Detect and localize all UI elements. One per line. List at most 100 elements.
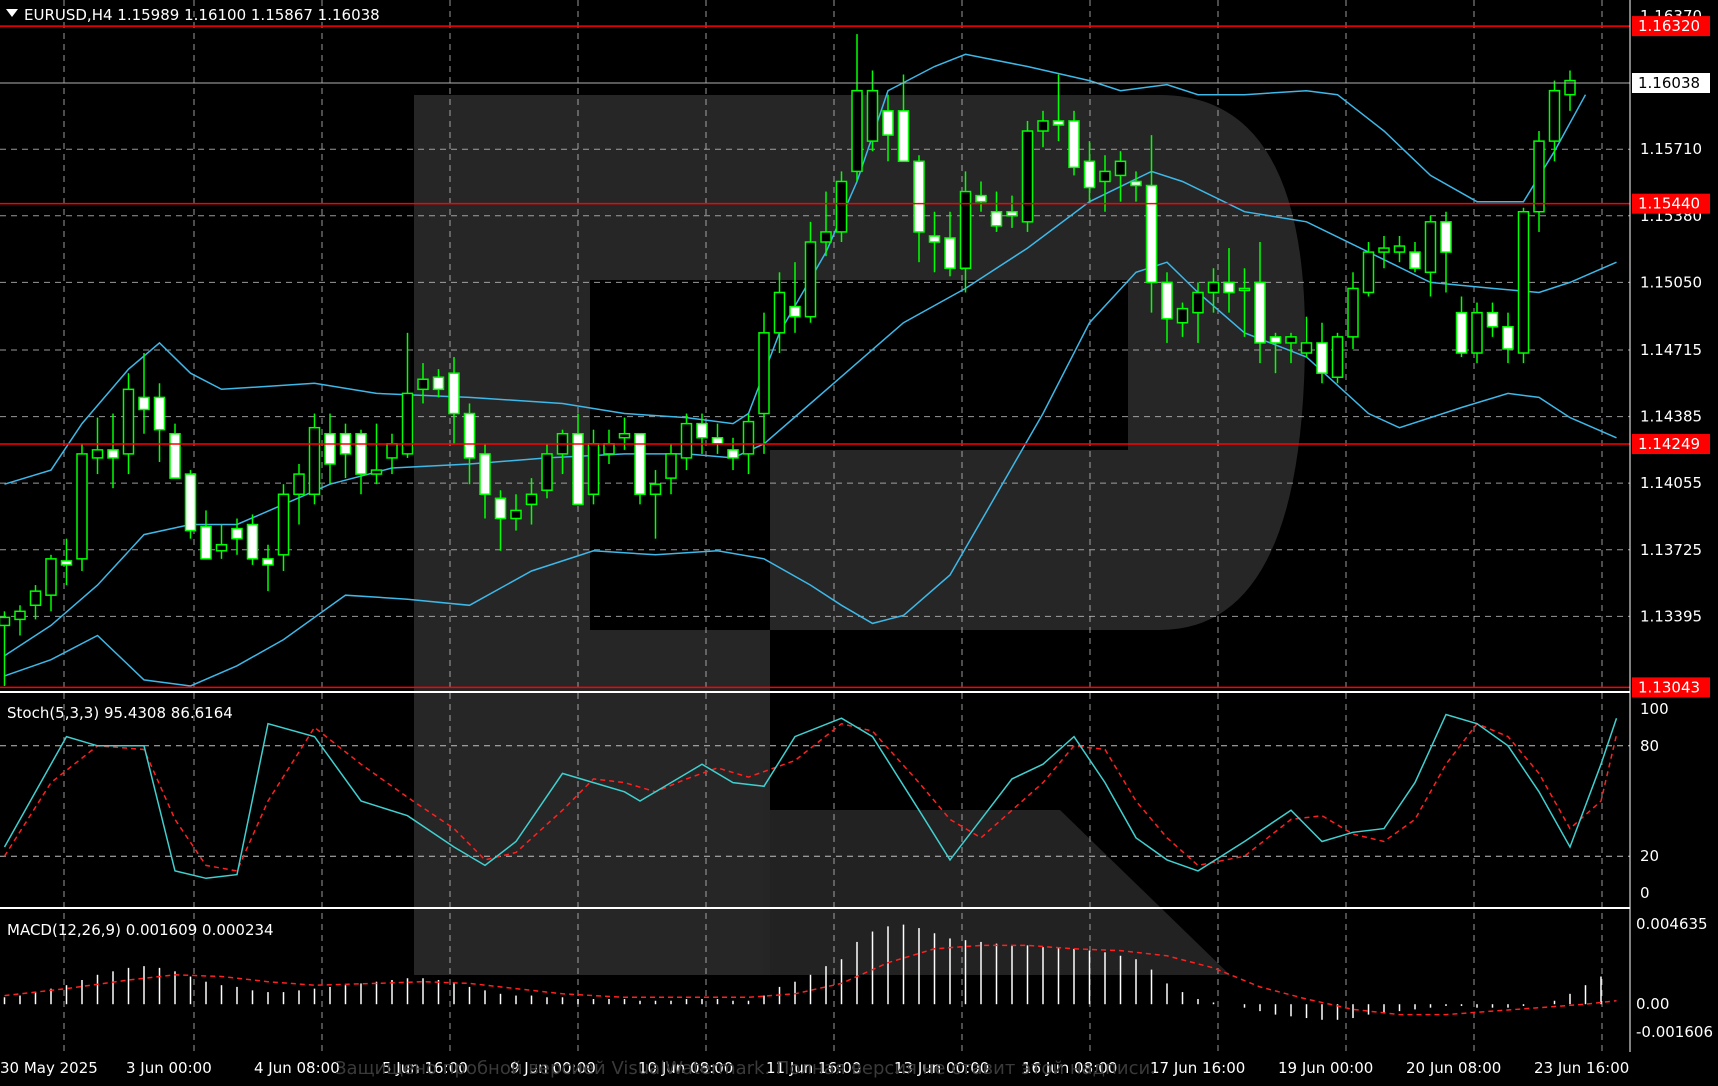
candle: [882, 94, 894, 162]
candle-body: [262, 558, 274, 566]
candle-body: [386, 443, 398, 459]
candle: [665, 443, 677, 495]
candle-body: [1114, 160, 1127, 177]
candle: [944, 211, 956, 277]
candle-body: [541, 453, 553, 491]
candle: [975, 181, 987, 212]
candle: [169, 423, 181, 479]
time-axis-label: 30 May 2025: [0, 1059, 98, 1077]
candle: [293, 464, 305, 525]
candle: [0, 611, 11, 686]
candle: [308, 413, 321, 505]
candle: [138, 353, 150, 434]
candle: [1223, 248, 1235, 313]
candle-body: [1393, 245, 1406, 253]
candle-body: [587, 443, 600, 496]
candle-body: [463, 412, 476, 459]
watermark-logo: [414, 95, 1305, 975]
candle: [1362, 242, 1375, 297]
candle: [1316, 322, 1328, 384]
candle: [1440, 211, 1452, 293]
candle-body: [1548, 89, 1561, 142]
candle: [1176, 302, 1189, 337]
candle: [479, 443, 491, 519]
candle: [1548, 80, 1561, 162]
time-axis-label: 3 Jun 00:00: [126, 1059, 212, 1077]
candle: [401, 332, 414, 458]
candle: [1486, 302, 1499, 337]
candle-body: [696, 422, 708, 439]
candle: [851, 34, 863, 182]
candle: [1455, 296, 1468, 358]
candle: [1269, 332, 1282, 374]
candle-body: [1440, 221, 1452, 253]
candle-body: [928, 235, 941, 243]
candle-body: [432, 376, 445, 391]
candle-body: [184, 473, 197, 532]
candle-body: [200, 525, 212, 560]
time-axis-label: 11 Jun 16:00: [766, 1059, 861, 1077]
candle-body: [494, 497, 507, 520]
time-axis-label: 10 Jun 08:00: [638, 1059, 733, 1077]
candle-body: [959, 190, 972, 270]
candle-body: [897, 110, 910, 163]
candle-body: [1223, 281, 1235, 294]
candle: [1068, 110, 1080, 176]
caption-triangle-icon[interactable]: [6, 9, 18, 17]
candle: [835, 171, 848, 243]
candle: [355, 429, 367, 495]
candle: [1021, 120, 1034, 232]
candle: [370, 423, 383, 485]
candle-body: [122, 388, 135, 455]
candle-body: [324, 432, 336, 465]
stoch-signal-line: [3, 722, 1618, 872]
candle-body: [1424, 221, 1437, 274]
candle-body: [758, 332, 770, 415]
candle-body: [711, 437, 724, 445]
candle: [525, 478, 538, 525]
candle: [572, 413, 584, 506]
candle: [324, 413, 336, 485]
time-axis-label: 4 Jun 08:00: [254, 1059, 340, 1077]
candle-body: [1300, 342, 1313, 354]
candle-body: [1099, 170, 1111, 183]
candle-body: [990, 210, 1003, 227]
level-tag: [1632, 193, 1710, 214]
candle-body: [1486, 311, 1499, 328]
candle-body: [1362, 251, 1375, 294]
candle: [1502, 312, 1514, 364]
symbol-caption: EURUSD,H4 1.15989 1.16100 1.15867 1.1603…: [6, 6, 380, 24]
time-axis-label: 17 Jun 16:00: [1150, 1059, 1245, 1077]
candle-body: [1564, 79, 1576, 96]
candle: [541, 443, 553, 499]
candle-body: [727, 449, 739, 459]
candle: [60, 538, 73, 586]
candle: [1331, 332, 1344, 384]
candle-body: [417, 378, 429, 391]
time-axis-label: 5 Jun 16:00: [382, 1059, 468, 1077]
candle-body: [1207, 281, 1220, 294]
macd-axis-label: -0.001606: [1636, 1023, 1713, 1041]
stoch-axis-label: 0: [1640, 884, 1650, 902]
watermark-p-shape: [414, 95, 1305, 975]
level-tag-text: 1.13043: [1638, 678, 1700, 696]
candle-body: [215, 543, 228, 552]
price-axis-label: 1.14055: [1640, 474, 1702, 492]
candle-body: [1409, 251, 1421, 270]
candle: [262, 544, 274, 592]
candle-body: [231, 527, 243, 540]
stoch-axis-label: 100: [1640, 700, 1669, 718]
candle-body: [60, 560, 73, 566]
candle-body: [1455, 311, 1468, 354]
candle-body: [804, 241, 817, 318]
candle-body: [169, 432, 181, 479]
candle: [866, 70, 879, 152]
candle: [231, 518, 243, 555]
current-price-text: 1.16038: [1638, 74, 1700, 92]
price-axis-label: 1.13395: [1640, 607, 1702, 625]
candle: [1161, 272, 1173, 343]
candle: [1517, 207, 1530, 364]
price-axis-label: 1.15050: [1640, 273, 1702, 291]
